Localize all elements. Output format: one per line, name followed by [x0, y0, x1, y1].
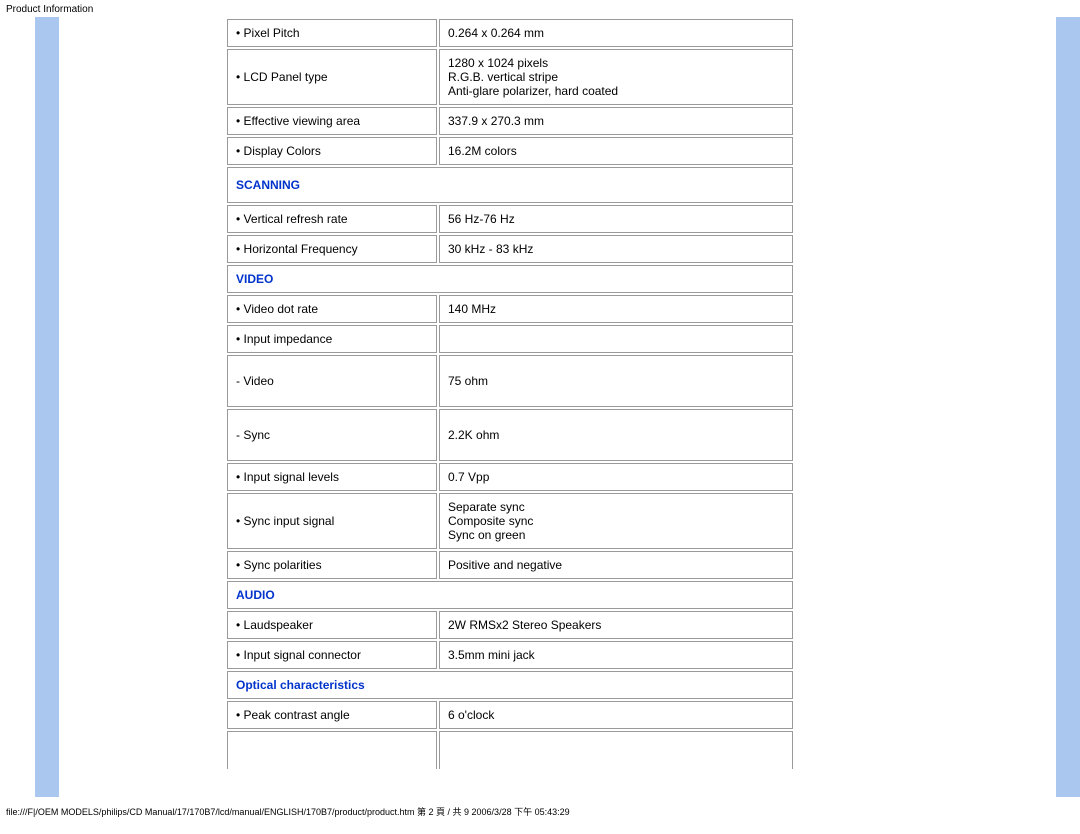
table-row: • Sync input signal Separate sync Compos…	[227, 493, 793, 549]
spec-value: 140 MHz	[439, 295, 793, 323]
table-row: • Pixel Pitch 0.264 x 0.264 mm	[227, 19, 793, 47]
spec-value: 30 kHz - 83 kHz	[439, 235, 793, 263]
spec-label: • Input signal connector	[227, 641, 437, 669]
spec-table: • Pixel Pitch 0.264 x 0.264 mm • LCD Pan…	[225, 17, 795, 771]
spec-label-sub: - Sync	[227, 409, 437, 461]
spec-value-empty	[439, 731, 793, 769]
table-row: • Sync polarities Positive and negative	[227, 551, 793, 579]
table-row: • Input signal levels 0.7 Vpp	[227, 463, 793, 491]
spec-label: • Vertical refresh rate	[227, 205, 437, 233]
spec-label: • Display Colors	[227, 137, 437, 165]
table-row: - Sync 2.2K ohm	[227, 409, 793, 461]
table-row: - Video 75 ohm	[227, 355, 793, 407]
spec-value: 16.2M colors	[439, 137, 793, 165]
section-header-optical: Optical characteristics	[227, 671, 793, 699]
spec-label: • Sync polarities	[227, 551, 437, 579]
spec-label: • Effective viewing area	[227, 107, 437, 135]
spec-label: • Laudspeaker	[227, 611, 437, 639]
table-row: • LCD Panel type 1280 x 1024 pixels R.G.…	[227, 49, 793, 105]
section-header-row: AUDIO	[227, 581, 793, 609]
left-accent-band	[35, 17, 59, 797]
right-accent-band	[1056, 17, 1080, 797]
spec-label: • Horizontal Frequency	[227, 235, 437, 263]
table-row: • Input impedance	[227, 325, 793, 353]
table-row: • Display Colors 16.2M colors	[227, 137, 793, 165]
spec-value: 2W RMSx2 Stereo Speakers	[439, 611, 793, 639]
spec-label-sub: - Video	[227, 355, 437, 407]
spec-value: 1280 x 1024 pixels R.G.B. vertical strip…	[439, 49, 793, 105]
spec-value: 56 Hz-76 Hz	[439, 205, 793, 233]
spec-value: Positive and negative	[439, 551, 793, 579]
spec-value: 0.7 Vpp	[439, 463, 793, 491]
section-header-video: VIDEO	[227, 265, 793, 293]
page-container: • Pixel Pitch 0.264 x 0.264 mm • LCD Pan…	[0, 17, 1080, 797]
spec-label-empty	[227, 731, 437, 769]
section-header-scanning: SCANNING	[227, 167, 793, 203]
table-row: • Laudspeaker 2W RMSx2 Stereo Speakers	[227, 611, 793, 639]
page-footer-path: file:///F|/OEM MODELS/philips/CD Manual/…	[0, 797, 1080, 822]
spec-value: 75 ohm	[439, 355, 793, 407]
section-header-audio: AUDIO	[227, 581, 793, 609]
spec-value: 6 o'clock	[439, 701, 793, 729]
spec-value: 2.2K ohm	[439, 409, 793, 461]
table-row-trailing	[227, 731, 793, 769]
spec-value: 0.264 x 0.264 mm	[439, 19, 793, 47]
spec-value: 3.5mm mini jack	[439, 641, 793, 669]
spec-label: • LCD Panel type	[227, 49, 437, 105]
spec-content: • Pixel Pitch 0.264 x 0.264 mm • LCD Pan…	[225, 17, 795, 771]
spec-value: Separate sync Composite sync Sync on gre…	[439, 493, 793, 549]
spec-label: • Peak contrast angle	[227, 701, 437, 729]
spec-value-empty	[439, 325, 793, 353]
spec-label: • Input signal levels	[227, 463, 437, 491]
table-row: • Peak contrast angle 6 o'clock	[227, 701, 793, 729]
table-row: • Video dot rate 140 MHz	[227, 295, 793, 323]
table-row: • Effective viewing area 337.9 x 270.3 m…	[227, 107, 793, 135]
table-row: • Horizontal Frequency 30 kHz - 83 kHz	[227, 235, 793, 263]
spec-label: • Sync input signal	[227, 493, 437, 549]
spec-label: • Input impedance	[227, 325, 437, 353]
section-header-row: SCANNING	[227, 167, 793, 203]
spec-label: • Video dot rate	[227, 295, 437, 323]
section-header-row: VIDEO	[227, 265, 793, 293]
section-header-row: Optical characteristics	[227, 671, 793, 699]
spec-value: 337.9 x 270.3 mm	[439, 107, 793, 135]
table-row: • Vertical refresh rate 56 Hz-76 Hz	[227, 205, 793, 233]
spec-label: • Pixel Pitch	[227, 19, 437, 47]
page-header-title: Product Information	[0, 0, 1080, 17]
table-row: • Input signal connector 3.5mm mini jack	[227, 641, 793, 669]
